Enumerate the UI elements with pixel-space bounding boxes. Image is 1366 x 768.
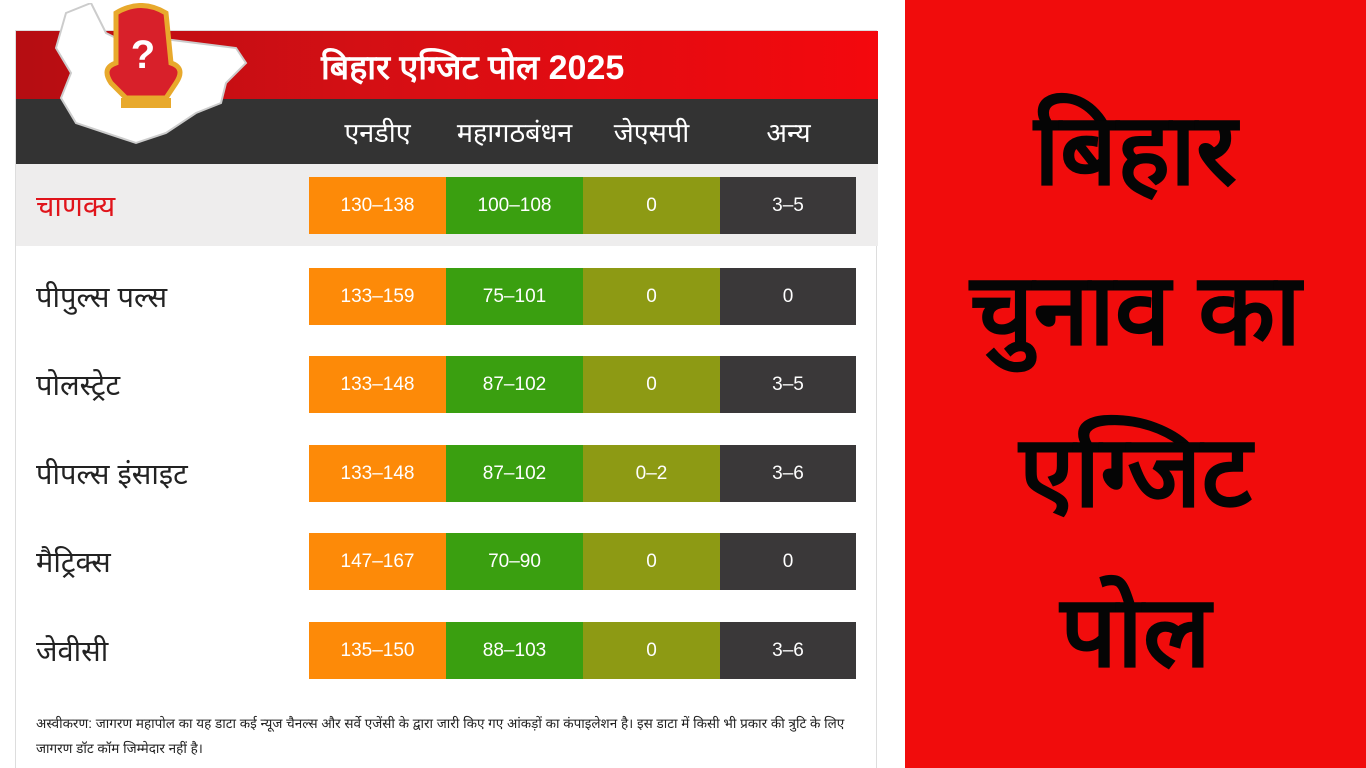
nda-value: 133–148 [309, 445, 446, 502]
agency-name: पीपुल्स पल्स [36, 282, 168, 314]
column-header-nda: एनडीए [344, 118, 411, 148]
column-header-others: अन्य [766, 118, 811, 148]
others-value: 3–6 [720, 445, 856, 502]
others-value: 3–5 [720, 356, 856, 413]
bihar-map-throne-icon: ? [54, 3, 248, 145]
nda-value: 133–159 [309, 268, 446, 325]
others-value: 3–6 [720, 622, 856, 679]
others-value: 0 [720, 268, 856, 325]
headline-line: बिहार [1034, 94, 1237, 206]
jsp-value: 0 [583, 533, 720, 590]
headline-line: एग्जिट [1019, 416, 1252, 528]
agency-name: चाणक्य [36, 191, 116, 223]
jsp-value: 0 [583, 268, 720, 325]
mgb-value: 75–101 [446, 268, 583, 325]
headline-line: पोल [1060, 576, 1211, 688]
mgb-value: 87–102 [446, 356, 583, 413]
agency-name: मैट्रिक्स [36, 547, 111, 579]
agency-name: जेवीसी [36, 636, 109, 668]
mgb-value: 100–108 [446, 177, 583, 234]
svg-text:?: ? [131, 33, 155, 77]
table-row: जेवीसी 135–150 88–103 0 3–6 [16, 609, 878, 691]
table-title: बिहार एग्जिट पोल 2025 [321, 49, 625, 87]
table-row: मैट्रिक्स 147–167 70–90 0 0 [16, 520, 878, 602]
nda-value: 135–150 [309, 622, 446, 679]
agency-name: पोलस्ट्रेट [36, 370, 121, 402]
jsp-value: 0 [583, 177, 720, 234]
headline-panel: बिहार चुनाव का एग्जिट पोल [905, 0, 1366, 768]
column-header-jsp: जेएसपी [613, 118, 690, 148]
headline-line: चुनाव का [970, 254, 1301, 366]
others-value: 3–5 [720, 177, 856, 234]
agency-name: पीपल्स इंसाइट [36, 459, 188, 491]
mgb-value: 70–90 [446, 533, 583, 590]
nda-value: 147–167 [309, 533, 446, 590]
disclaimer-text: अस्वीकरण: जागरण महापोल का यह डाटा कई न्य… [36, 716, 845, 756]
table-row: पीपल्स इंसाइट 133–148 87–102 0–2 3–6 [16, 432, 878, 514]
table-row: पीपुल्स पल्स 133–159 75–101 0 0 [16, 255, 878, 337]
jsp-value: 0 [583, 356, 720, 413]
others-value: 0 [720, 533, 856, 590]
exit-poll-table: बिहार एग्जिट पोल 2025 एनडीए महागठबंधन जे… [15, 3, 878, 768]
nda-value: 130–138 [309, 177, 446, 234]
table-row: पोलस्ट्रेट 133–148 87–102 0 3–5 [16, 343, 878, 425]
mgb-value: 88–103 [446, 622, 583, 679]
jsp-value: 0 [583, 622, 720, 679]
mgb-value: 87–102 [446, 445, 583, 502]
nda-value: 133–148 [309, 356, 446, 413]
column-header-mahagathbandhan: महागठबंधन [456, 118, 573, 148]
table-row: चाणक्य 130–138 100–108 0 3–5 [16, 164, 878, 246]
jsp-value: 0–2 [583, 445, 720, 502]
